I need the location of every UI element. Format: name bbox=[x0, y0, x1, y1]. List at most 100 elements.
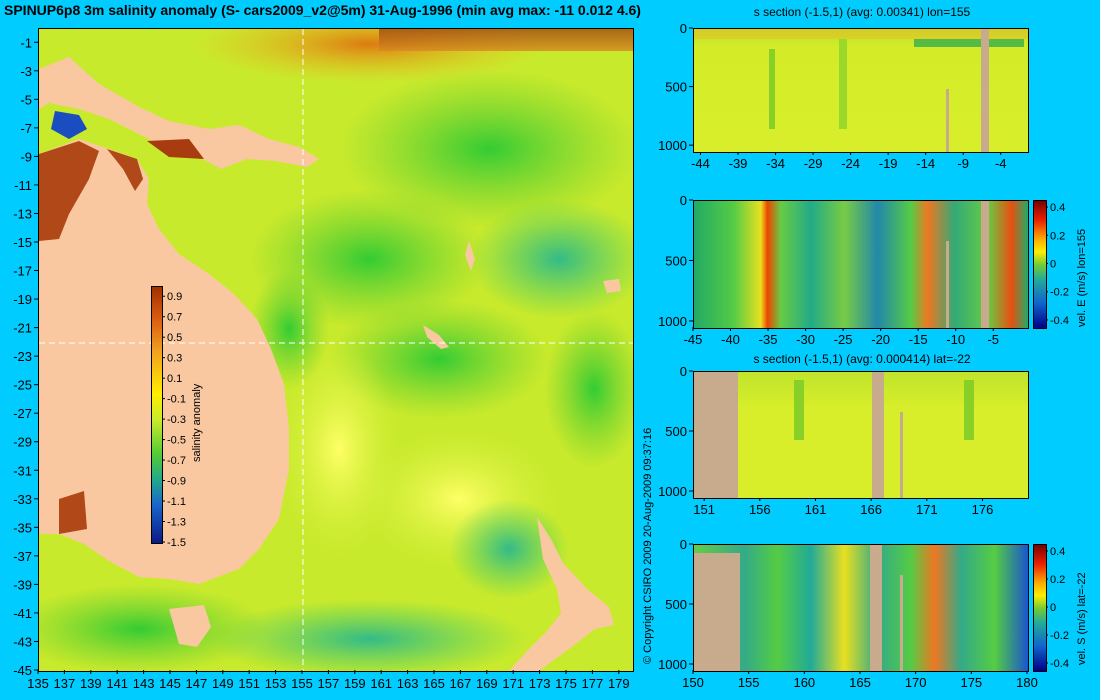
section-1-y-tick-label: 0 bbox=[680, 21, 687, 36]
map-y-tick-label: -27 bbox=[13, 406, 32, 421]
map-x-tick-label: 179 bbox=[608, 676, 630, 691]
section-4-x-tick-label: 150 bbox=[682, 675, 704, 690]
section-2-x-tick-label: -45 bbox=[684, 332, 703, 347]
map-y-tick-label: -11 bbox=[14, 178, 32, 193]
map-y-tick-label: -3 bbox=[20, 64, 32, 79]
section-3-x-tick-label: 166 bbox=[860, 502, 882, 517]
section-4-y-tick-label: 1000 bbox=[658, 657, 687, 672]
new-guinea-land bbox=[39, 57, 319, 169]
section-4-colorbar-tick-label: -0.4 bbox=[1050, 658, 1069, 670]
section-3-x-tick-label: 151 bbox=[693, 502, 715, 517]
map-y-tick-label: -39 bbox=[13, 577, 32, 592]
map-x-tick-label: 155 bbox=[291, 676, 313, 691]
map-x-tick-label: 157 bbox=[318, 676, 340, 691]
map-x-tick-label: 175 bbox=[555, 676, 577, 691]
map-x-tick-label: 173 bbox=[529, 676, 551, 691]
vanuatu-land bbox=[465, 241, 475, 271]
map-y-tick-label: -5 bbox=[20, 92, 32, 107]
map-y-tick-label: -41 bbox=[13, 606, 32, 621]
section-s-lon155-panel bbox=[693, 28, 1029, 153]
section-1-x-tick-label: -44 bbox=[691, 156, 710, 171]
map-y-tick-label: -9 bbox=[20, 149, 32, 164]
section-2-x-tick-label: -35 bbox=[759, 332, 778, 347]
section-2-colorbar-tick-label: -0.4 bbox=[1050, 315, 1069, 327]
section-3-y-tick-label: 0 bbox=[680, 364, 687, 379]
section-4-y-tick-label: 0 bbox=[680, 537, 687, 552]
tasmania-land bbox=[169, 605, 211, 647]
map-x-tick-label: 145 bbox=[159, 676, 181, 691]
velS-colorbar bbox=[1033, 544, 1047, 672]
map-y-tick-label: -17 bbox=[13, 264, 32, 279]
salinity-map bbox=[38, 28, 634, 672]
map-y-tick-label: -37 bbox=[13, 549, 32, 564]
map-y-tick-label: -21 bbox=[13, 321, 32, 336]
map-x-tick-label: 153 bbox=[265, 676, 287, 691]
section-1-title: s section (-1.5,1) (avg: 0.00341) lon=15… bbox=[753, 5, 971, 19]
section-1-x-tick-label: -19 bbox=[879, 156, 898, 171]
section-2-x-tick-label: -15 bbox=[909, 332, 928, 347]
section-1-x-tick-label: -39 bbox=[729, 156, 748, 171]
section-4-colorbar-tick-label: 0 bbox=[1050, 602, 1056, 614]
map-x-tick-label: 141 bbox=[106, 676, 128, 691]
section-s-lat22-panel bbox=[693, 371, 1029, 499]
section-2-y-tick-label: 500 bbox=[665, 253, 687, 268]
section-3-x-tick-label: 176 bbox=[972, 502, 994, 517]
map-y-tick-label: -45 bbox=[13, 663, 32, 678]
coastal-anomalies bbox=[39, 111, 204, 534]
section-4-x-tick-label: 160 bbox=[793, 675, 815, 690]
section-4-x-tick-label: 180 bbox=[1016, 675, 1038, 690]
section-2-y-tick-label: 1000 bbox=[658, 314, 687, 329]
map-y-tick-label: -31 bbox=[13, 463, 32, 478]
section-2-x-tick-label: -30 bbox=[796, 332, 815, 347]
section-4-colorbar-tick-label: -0.2 bbox=[1050, 630, 1069, 642]
map-y-tick-label: -1 bbox=[20, 35, 32, 50]
map-y-tick-label: -13 bbox=[13, 206, 32, 221]
section-4-x-tick-label: 175 bbox=[960, 675, 982, 690]
map-x-tick-label: 147 bbox=[186, 676, 208, 691]
section-1-y-tick-label: 1000 bbox=[658, 138, 687, 153]
map-x-tick-label: 163 bbox=[397, 676, 419, 691]
new-zealand-land bbox=[509, 517, 614, 671]
section-3-y-tick-label: 500 bbox=[665, 424, 687, 439]
section-2-colorbar-tick-label: 0.4 bbox=[1050, 202, 1065, 214]
map-x-tick-label: 151 bbox=[238, 676, 260, 691]
salinity-map-svg bbox=[39, 29, 633, 671]
map-x-tick-label: 161 bbox=[370, 676, 392, 691]
velE-colorbar bbox=[1033, 200, 1047, 329]
map-x-tick-label: 137 bbox=[54, 676, 76, 691]
section-velE-lon155-panel bbox=[693, 200, 1029, 329]
section-4-x-tick-label: 170 bbox=[905, 675, 927, 690]
copyright-note: © Copyright CSIRO 2009 20-Aug-2009 09:37… bbox=[642, 427, 654, 664]
fiji-land bbox=[603, 279, 621, 293]
map-colorbar bbox=[151, 286, 163, 544]
map-y-tick-label: -35 bbox=[13, 520, 32, 535]
landmasses bbox=[39, 57, 621, 671]
section-2-x-tick-label: -25 bbox=[834, 332, 853, 347]
section-2-x-tick-label: -20 bbox=[871, 332, 890, 347]
section-4-x-tick-label: 155 bbox=[738, 675, 760, 690]
map-x-tick-label: 171 bbox=[502, 676, 524, 691]
map-x-tick-label: 169 bbox=[476, 676, 498, 691]
map-x-tick-label: 135 bbox=[27, 676, 49, 691]
section-4-colorbar-tick-label: 0.4 bbox=[1050, 546, 1065, 558]
section-3-x-tick-label: 171 bbox=[916, 502, 938, 517]
section-2-colorbar-tick-label: 0 bbox=[1050, 259, 1056, 271]
map-x-tick-label: 139 bbox=[80, 676, 102, 691]
section-1-x-tick-label: -4 bbox=[995, 156, 1007, 171]
map-y-tick-label: -23 bbox=[13, 349, 32, 364]
section-3-x-tick-label: 156 bbox=[749, 502, 771, 517]
map-y-tick-label: -19 bbox=[13, 292, 32, 307]
section-1-x-tick-label: -34 bbox=[766, 156, 785, 171]
section-velS-lat22-panel bbox=[693, 544, 1029, 672]
section-1-y-tick-label: 500 bbox=[665, 80, 687, 95]
section-1-x-tick-label: -9 bbox=[957, 156, 969, 171]
section-4-x-tick-label: 165 bbox=[849, 675, 871, 690]
section-1-x-tick-label: -29 bbox=[804, 156, 823, 171]
section-2-y-tick-label: 0 bbox=[680, 193, 687, 208]
ocean-eddies bbox=[39, 29, 633, 671]
section-2-x-tick-label: -5 bbox=[987, 332, 999, 347]
section-2-x-tick-label: -10 bbox=[946, 332, 965, 347]
map-x-tick-label: 143 bbox=[133, 676, 155, 691]
map-x-tick-label: 165 bbox=[423, 676, 445, 691]
section-3-x-tick-label: 161 bbox=[805, 502, 827, 517]
